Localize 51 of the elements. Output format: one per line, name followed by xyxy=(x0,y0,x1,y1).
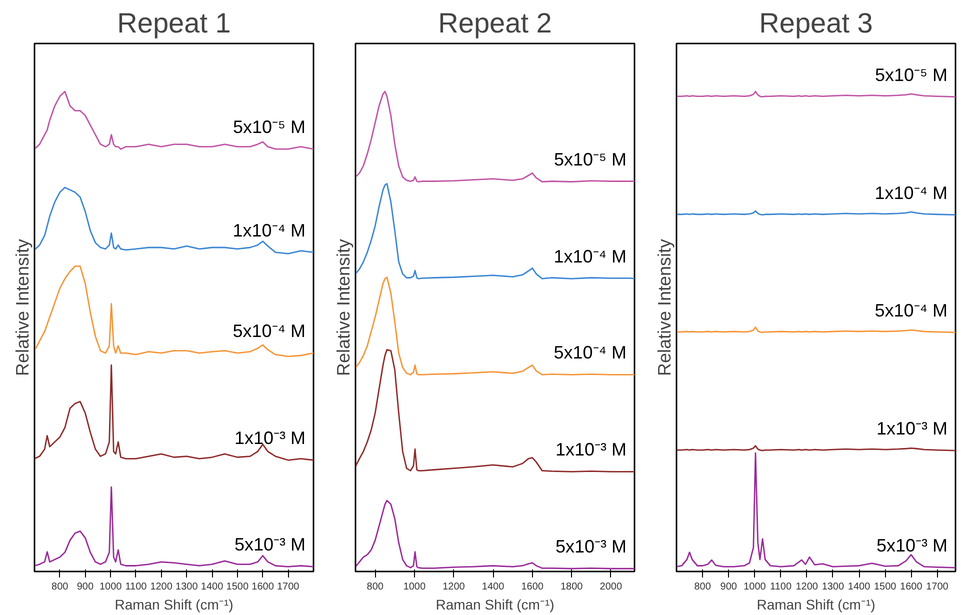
x-tick-label: 900 xyxy=(76,582,94,592)
x-tick-label: 1600 xyxy=(521,582,544,592)
x-tick-label: 1000 xyxy=(403,582,426,592)
chart-title: Repeat 3 xyxy=(759,8,873,38)
y-axis-title: Relative Intensity xyxy=(654,238,674,376)
series-label: 1x10⁻³ M xyxy=(876,418,948,439)
series-label: 1x10⁻⁴ M xyxy=(554,246,627,267)
x-tick-label: 1400 xyxy=(200,582,224,592)
x-tick-label: 1100 xyxy=(125,582,148,592)
x-tick-label: 1500 xyxy=(226,582,249,592)
x-tick-label: 1100 xyxy=(770,582,792,592)
series-label: 5x10⁻⁵ M xyxy=(554,149,627,170)
x-tick-label: 900 xyxy=(720,582,738,592)
x-tick-label: 1200 xyxy=(442,582,466,592)
series-label: 1x10⁻³ M xyxy=(234,428,306,448)
series-label: 5x10⁻⁵ M xyxy=(875,64,948,85)
x-axis-title: Raman Shift (cm⁻¹) xyxy=(756,596,876,612)
x-tick-label: 1400 xyxy=(848,582,871,592)
x-tick-label: 1200 xyxy=(796,582,818,592)
x-tick-label: 1400 xyxy=(482,582,505,592)
x-tick-label: 1200 xyxy=(150,582,173,592)
x-tick-label: 800 xyxy=(52,582,69,592)
series-label: 1x10⁻³ M xyxy=(555,440,627,460)
chart-title: Repeat 1 xyxy=(117,8,231,38)
series-label: 5x10⁻⁴ M xyxy=(874,300,948,320)
series-label: 5x10⁻⁴ M xyxy=(554,342,627,363)
series-label: 5x10⁻⁵ M xyxy=(233,117,306,138)
x-tick-label: 1500 xyxy=(874,582,897,592)
series-label: 5x10⁻³ M xyxy=(555,536,627,557)
x-tick-label: 1600 xyxy=(900,582,923,592)
x-axis-title: Raman Shift (cm⁻¹) xyxy=(436,596,554,612)
series-label: 5x10⁻⁴ M xyxy=(232,321,306,342)
x-tick-label: 2000 xyxy=(600,582,622,592)
x-tick-label: 1700 xyxy=(277,582,300,592)
x-tick-label: 1600 xyxy=(252,582,274,592)
x-axis-title: Raman Shift (cm⁻¹) xyxy=(114,596,234,612)
series-label: 1x10⁻⁴ M xyxy=(874,182,948,203)
x-tick-label: 1800 xyxy=(560,582,584,592)
chart-title: Repeat 2 xyxy=(438,8,552,38)
x-tick-label: 1300 xyxy=(176,582,198,592)
x-tick-label: 1700 xyxy=(926,582,949,592)
series-label: 5x10⁻³ M xyxy=(876,536,948,556)
series-label: 1x10⁻⁴ M xyxy=(232,220,306,240)
x-tick-label: 1300 xyxy=(822,582,845,592)
x-tick-label: 1000 xyxy=(99,582,122,592)
x-tick-label: 1000 xyxy=(744,582,766,592)
y-axis-title: Relative Intensity xyxy=(12,238,32,376)
series-label: 5x10⁻³ M xyxy=(234,534,306,555)
y-axis-title: Relative Intensity xyxy=(334,238,354,376)
x-tick-label: 800 xyxy=(366,582,384,592)
x-tick-label: 800 xyxy=(694,582,712,592)
